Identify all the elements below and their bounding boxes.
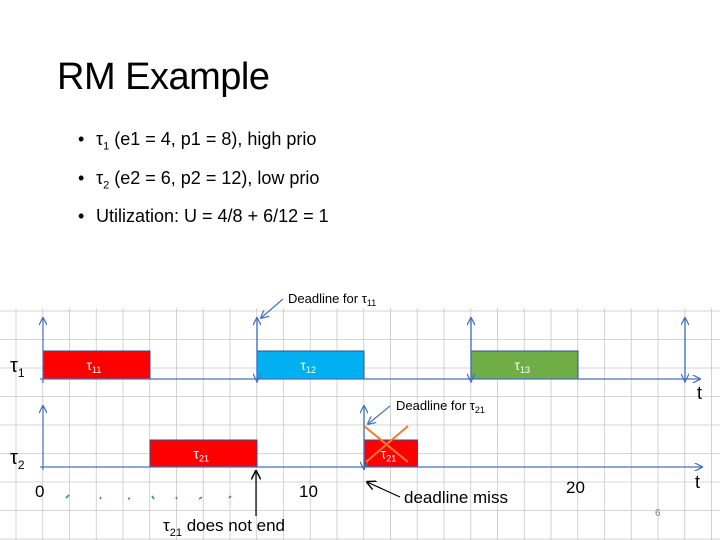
job-block [149, 439, 258, 468]
tick-label-20: 20 [566, 478, 585, 497]
job-blocks: τ11 τ12 τ13 τ21 τ21 [42, 350, 579, 468]
axis-end-label-row2: t [695, 472, 700, 492]
job-label: τ13 [515, 357, 531, 375]
axis-end-label-row1: t [697, 383, 702, 403]
row-label-task1: τ1 [10, 355, 25, 380]
job-label: τ21 [381, 446, 397, 464]
background-grid [0, 308, 720, 540]
deadline-miss-label: deadline miss [404, 488, 508, 507]
slide-title: RM Example [57, 56, 270, 98]
not-end-label: τ21 does not end [163, 516, 285, 539]
job-label: τ11 [87, 357, 102, 375]
tick-label-10: 10 [299, 482, 318, 501]
tick-label-0: 0 [35, 482, 44, 501]
timeline-axes [40, 318, 702, 470]
job-label: τ12 [301, 357, 317, 375]
bullet-task1: τ1 (e1 = 4, p1 = 8), high prio [78, 124, 329, 163]
deadline-t11-label: Deadline for τ11 [288, 291, 376, 308]
bullet-task2: τ2 (e2 = 6, p2 = 12), low prio [78, 163, 329, 202]
page-number: 6 [655, 508, 661, 519]
deadline-miss-pointer [367, 482, 401, 498]
handwriting-marks [65, 494, 232, 500]
bullet-list: τ1 (e1 = 4, p1 = 8), high prio τ2 (e2 = … [78, 124, 329, 232]
deadline-t11-pointer [261, 298, 284, 318]
bullet-utilization: Utilization: U = 4/8 + 6/12 = 1 [78, 201, 329, 232]
job-label: τ21 [194, 446, 210, 464]
job-block [256, 350, 365, 380]
job-block [470, 350, 579, 380]
deadline-t21-label: Deadline for τ21 [396, 398, 485, 415]
row-label-task2: τ2 [10, 447, 25, 472]
deadline-miss-cross-b [365, 425, 409, 463]
deadline-t21-pointer [368, 405, 391, 424]
